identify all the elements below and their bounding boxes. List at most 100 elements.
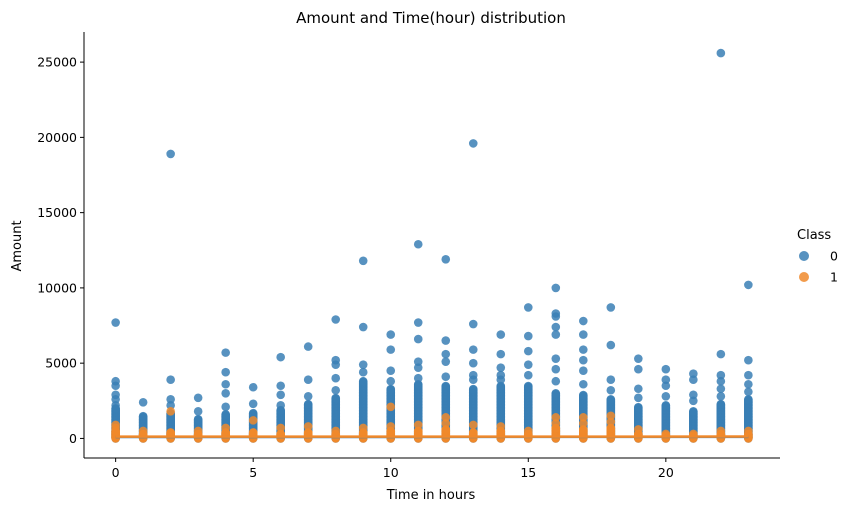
data-point bbox=[496, 330, 506, 339]
data-point bbox=[358, 367, 368, 377]
data-point bbox=[606, 303, 616, 312]
data-point bbox=[468, 370, 478, 380]
data-point bbox=[661, 381, 671, 391]
y-tick-label: 5000 bbox=[45, 356, 77, 371]
data-point bbox=[579, 316, 588, 326]
data-point bbox=[413, 426, 423, 436]
data-point bbox=[689, 390, 698, 400]
data-point bbox=[468, 345, 478, 354]
data-point bbox=[606, 417, 616, 427]
data-point bbox=[413, 239, 423, 249]
data-point bbox=[441, 255, 451, 264]
x-axis-label: Time in hours bbox=[386, 488, 476, 503]
data-point bbox=[111, 390, 120, 400]
data-point bbox=[441, 372, 451, 382]
data-point bbox=[579, 345, 588, 354]
data-point bbox=[744, 280, 753, 290]
data-point bbox=[331, 373, 341, 383]
data-point bbox=[248, 382, 258, 392]
data-point bbox=[413, 357, 423, 366]
data-point bbox=[523, 381, 533, 391]
legend: Class 0 1 bbox=[797, 228, 838, 285]
data-point bbox=[276, 381, 285, 391]
data-point bbox=[744, 370, 753, 380]
data-point bbox=[744, 394, 753, 404]
y-tick-label: 10000 bbox=[37, 280, 77, 295]
data-point bbox=[689, 396, 698, 406]
data-point bbox=[661, 364, 671, 374]
data-point bbox=[248, 428, 258, 437]
data-point bbox=[634, 354, 643, 363]
data-point bbox=[166, 149, 175, 159]
data-point bbox=[303, 428, 313, 437]
data-point bbox=[661, 391, 671, 401]
data-point bbox=[358, 360, 368, 369]
data-point bbox=[744, 379, 753, 389]
y-axis-label: Amount bbox=[10, 220, 25, 271]
data-point bbox=[689, 369, 698, 379]
data-point bbox=[716, 391, 726, 401]
data-point bbox=[441, 381, 451, 391]
data-point bbox=[358, 256, 368, 266]
data-point bbox=[221, 402, 230, 412]
data-point bbox=[221, 348, 230, 357]
data-point bbox=[413, 334, 423, 344]
data-point bbox=[634, 393, 643, 403]
y-ticks: 0 5000 10000 15000 20000 25000 bbox=[37, 55, 84, 446]
data-point bbox=[579, 379, 588, 389]
y-tick-label: 25000 bbox=[37, 55, 77, 70]
data-point bbox=[634, 364, 643, 374]
data-point bbox=[468, 358, 478, 368]
data-point bbox=[523, 303, 533, 312]
data-point bbox=[496, 422, 506, 431]
data-point bbox=[138, 411, 148, 421]
data-point bbox=[221, 367, 230, 377]
y-tick-label: 0 bbox=[69, 431, 77, 446]
data-point bbox=[358, 322, 368, 332]
data-point bbox=[221, 388, 230, 398]
data-point bbox=[386, 384, 396, 394]
data-point bbox=[166, 401, 175, 410]
data-point bbox=[441, 413, 451, 422]
x-tick-label: 20 bbox=[658, 465, 674, 480]
data-point bbox=[579, 355, 588, 365]
data-point bbox=[551, 283, 561, 293]
data-point bbox=[551, 419, 561, 428]
plot-area bbox=[111, 48, 753, 443]
chart-title: Amount and Time(hour) distribution bbox=[296, 9, 566, 27]
data-point bbox=[523, 426, 533, 436]
data-point bbox=[331, 385, 341, 395]
data-point bbox=[358, 376, 368, 386]
data-point bbox=[441, 419, 451, 428]
data-point bbox=[634, 425, 643, 434]
data-point bbox=[386, 402, 396, 412]
data-point bbox=[523, 370, 533, 380]
y-tick-label: 20000 bbox=[37, 130, 77, 145]
legend-label-0: 0 bbox=[830, 249, 838, 264]
x-tick-label: 0 bbox=[112, 465, 120, 480]
data-point bbox=[744, 387, 753, 397]
data-point bbox=[551, 354, 561, 363]
data-point bbox=[716, 384, 726, 394]
data-point bbox=[496, 349, 506, 359]
data-point bbox=[248, 399, 258, 409]
data-point bbox=[303, 375, 313, 385]
data-point bbox=[551, 309, 561, 318]
data-point bbox=[744, 426, 753, 436]
data-point bbox=[716, 349, 726, 359]
data-point bbox=[496, 363, 506, 372]
data-point bbox=[221, 410, 230, 419]
data-point bbox=[276, 423, 285, 433]
data-point bbox=[606, 394, 616, 404]
y-tick-label: 15000 bbox=[37, 205, 77, 220]
data-point bbox=[523, 346, 533, 356]
data-point bbox=[193, 393, 203, 403]
data-point bbox=[716, 399, 726, 409]
data-point bbox=[166, 407, 175, 416]
data-point bbox=[606, 423, 616, 433]
data-point bbox=[496, 381, 506, 391]
data-point bbox=[441, 349, 451, 359]
data-point bbox=[441, 357, 451, 366]
data-point bbox=[303, 391, 313, 401]
